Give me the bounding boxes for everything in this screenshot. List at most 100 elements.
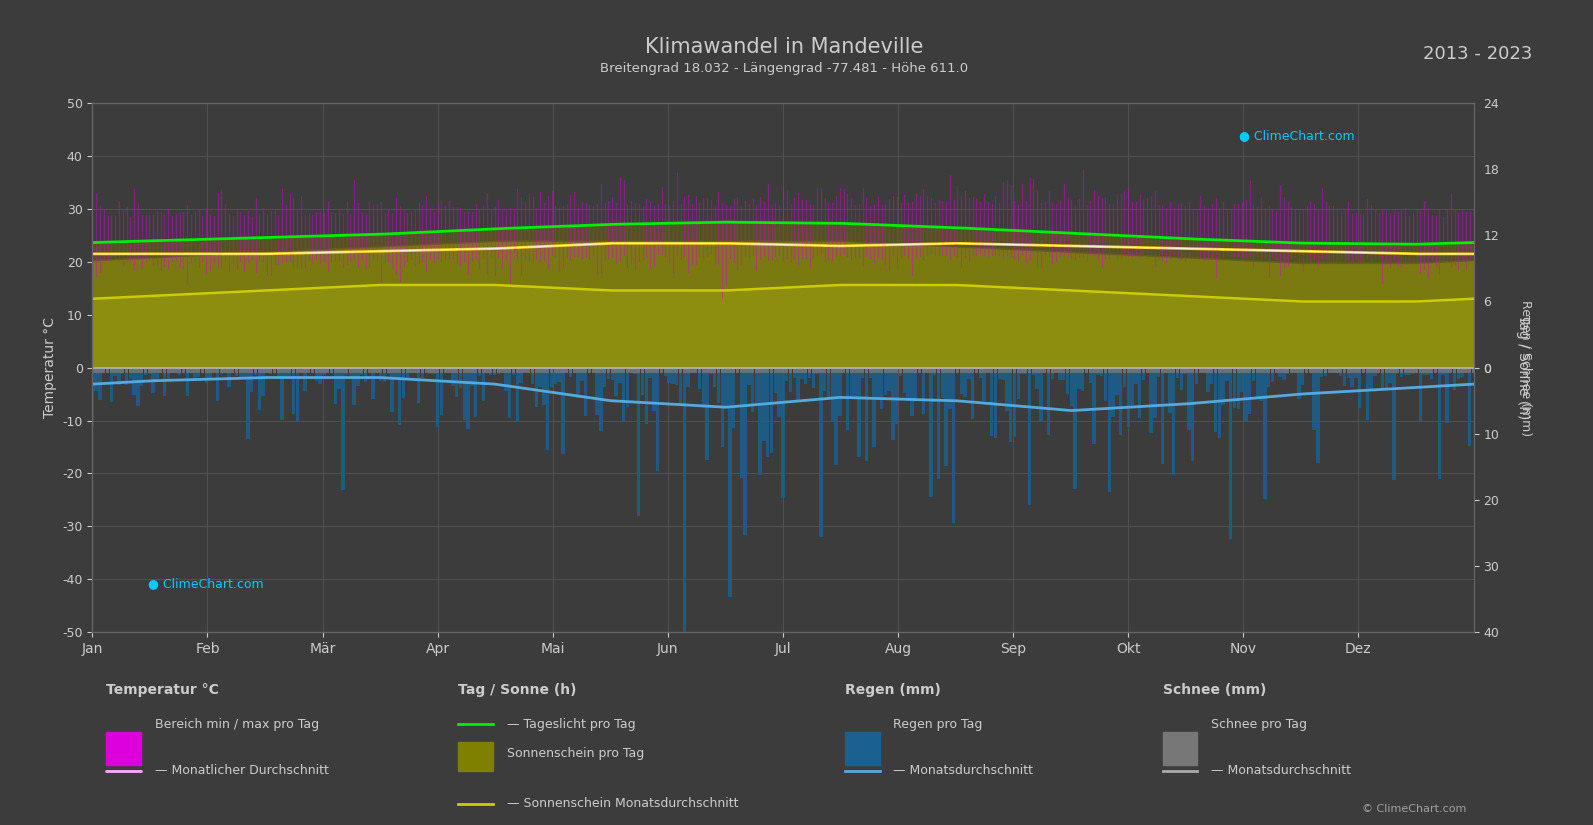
- Bar: [906, 368, 910, 373]
- Bar: [796, 368, 800, 373]
- Bar: [1324, 368, 1327, 373]
- Bar: [634, 368, 637, 373]
- Bar: [1225, 368, 1228, 373]
- Bar: [750, 368, 755, 412]
- Bar: [1247, 368, 1252, 373]
- Bar: [1093, 368, 1096, 373]
- Bar: [1137, 368, 1141, 417]
- Bar: [561, 368, 564, 454]
- Bar: [264, 368, 269, 373]
- Bar: [596, 368, 599, 373]
- Bar: [542, 368, 546, 405]
- Bar: [607, 368, 610, 380]
- Bar: [307, 368, 311, 373]
- Bar: [876, 368, 879, 373]
- Bar: [804, 368, 808, 373]
- Bar: [231, 368, 234, 370]
- Bar: [1370, 368, 1373, 389]
- Text: Schnee pro Tag: Schnee pro Tag: [1211, 718, 1308, 731]
- Bar: [695, 368, 698, 372]
- Bar: [1294, 368, 1297, 373]
- Bar: [1077, 368, 1080, 373]
- Bar: [1469, 368, 1472, 446]
- Bar: [1180, 368, 1184, 390]
- Bar: [264, 368, 269, 373]
- Bar: [250, 368, 253, 373]
- Bar: [1153, 368, 1157, 373]
- Bar: [750, 368, 755, 373]
- Bar: [664, 368, 667, 376]
- Bar: [234, 368, 239, 376]
- Text: — Monatsdurchschnitt: — Monatsdurchschnitt: [894, 764, 1034, 777]
- Bar: [443, 368, 448, 373]
- Bar: [967, 368, 970, 379]
- Bar: [615, 368, 618, 373]
- Bar: [1149, 368, 1153, 373]
- Bar: [1002, 368, 1005, 373]
- Bar: [860, 368, 865, 373]
- Bar: [314, 368, 319, 380]
- Bar: [261, 368, 264, 373]
- Bar: [550, 368, 553, 387]
- Bar: [884, 368, 887, 394]
- Bar: [1093, 368, 1096, 444]
- Bar: [588, 368, 591, 373]
- Bar: [1168, 368, 1172, 413]
- Bar: [1247, 368, 1252, 414]
- Bar: [432, 368, 435, 373]
- Bar: [1450, 368, 1453, 372]
- Bar: [1274, 368, 1278, 373]
- Bar: [393, 368, 398, 373]
- Bar: [440, 368, 443, 373]
- Bar: [857, 368, 860, 456]
- Bar: [1016, 368, 1020, 373]
- Bar: [371, 368, 374, 399]
- Bar: [1384, 368, 1388, 373]
- Bar: [1282, 368, 1286, 373]
- Bar: [185, 368, 190, 395]
- Bar: [91, 368, 94, 426]
- Bar: [554, 368, 558, 384]
- Bar: [926, 368, 929, 373]
- Bar: [1005, 368, 1008, 412]
- Bar: [277, 368, 280, 373]
- Bar: [1142, 368, 1145, 373]
- Bar: [288, 368, 292, 373]
- Bar: [843, 368, 846, 373]
- Bar: [785, 368, 789, 373]
- Bar: [698, 368, 701, 389]
- Bar: [390, 368, 393, 373]
- Bar: [478, 368, 481, 376]
- Bar: [873, 368, 876, 447]
- Bar: [1415, 368, 1418, 373]
- Bar: [816, 368, 819, 374]
- Bar: [413, 368, 417, 373]
- Bar: [118, 368, 121, 384]
- Bar: [1419, 368, 1423, 422]
- Bar: [1244, 368, 1247, 373]
- Text: Sonnenschein pro Tag: Sonnenschein pro Tag: [507, 747, 644, 760]
- Bar: [1419, 368, 1423, 373]
- Bar: [926, 368, 929, 372]
- Text: © ClimeChart.com: © ClimeChart.com: [1362, 804, 1467, 814]
- Bar: [554, 368, 558, 373]
- Bar: [550, 368, 553, 373]
- Bar: [330, 368, 333, 373]
- Bar: [467, 368, 470, 373]
- Bar: [667, 368, 671, 373]
- Bar: [1228, 368, 1233, 373]
- Bar: [948, 368, 951, 409]
- Bar: [398, 368, 401, 425]
- Bar: [204, 368, 209, 373]
- Bar: [577, 368, 580, 373]
- Bar: [1118, 368, 1123, 373]
- Bar: [269, 368, 272, 375]
- Bar: [1203, 368, 1206, 371]
- Bar: [167, 368, 170, 380]
- Bar: [505, 368, 508, 391]
- Bar: [489, 368, 492, 373]
- Bar: [1354, 368, 1357, 378]
- Bar: [1211, 368, 1214, 384]
- Bar: [687, 368, 690, 387]
- Bar: [830, 368, 835, 373]
